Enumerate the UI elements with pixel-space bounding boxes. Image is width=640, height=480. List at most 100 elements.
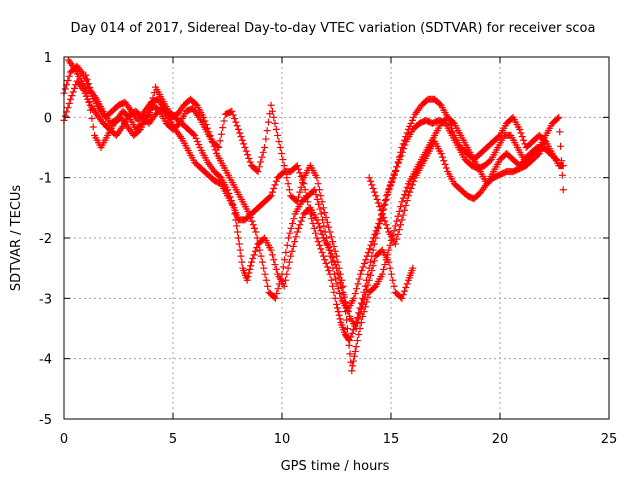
series-5 xyxy=(365,137,550,248)
data-point xyxy=(404,192,412,200)
data-point xyxy=(270,185,278,193)
data-point xyxy=(268,251,276,259)
data-point xyxy=(378,270,386,278)
data-point xyxy=(245,210,253,218)
data-point xyxy=(364,293,372,301)
data-point xyxy=(557,157,565,165)
data-point xyxy=(315,241,323,249)
data-point xyxy=(84,80,92,88)
data-point xyxy=(260,264,268,272)
data-point xyxy=(216,137,224,145)
data-point xyxy=(403,183,411,191)
data-point xyxy=(262,276,270,284)
series-2 xyxy=(60,62,417,332)
data-point xyxy=(370,257,378,265)
data-point xyxy=(267,192,275,200)
data-point xyxy=(397,221,405,229)
data-marks xyxy=(60,56,567,375)
data-point xyxy=(65,72,73,80)
data-point xyxy=(69,88,77,96)
data-point xyxy=(438,153,446,161)
data-point xyxy=(300,180,308,188)
data-point xyxy=(64,77,72,85)
data-point xyxy=(325,223,333,231)
data-point xyxy=(375,220,383,228)
data-point xyxy=(357,318,365,326)
data-point xyxy=(401,287,409,295)
data-point xyxy=(368,238,376,246)
data-point xyxy=(557,142,565,150)
data-point xyxy=(374,199,382,207)
data-point xyxy=(310,224,318,232)
data-point xyxy=(234,228,242,236)
data-point xyxy=(398,198,406,206)
data-point xyxy=(295,224,303,232)
data-point xyxy=(227,197,235,205)
data-point xyxy=(350,357,358,365)
data-point xyxy=(368,181,376,189)
data-point xyxy=(233,222,241,230)
data-point xyxy=(393,235,401,243)
data-point xyxy=(394,159,402,167)
data-point xyxy=(271,181,279,189)
data-point xyxy=(228,107,236,115)
data-point xyxy=(281,168,289,176)
data-point xyxy=(558,171,566,179)
data-point xyxy=(520,136,528,144)
data-point xyxy=(284,264,292,272)
data-point xyxy=(233,122,241,130)
data-point xyxy=(406,122,414,130)
data-point xyxy=(84,89,92,97)
data-point xyxy=(314,220,322,228)
data-point xyxy=(209,139,217,147)
data-point xyxy=(436,100,444,108)
data-point xyxy=(193,137,201,145)
data-point xyxy=(317,227,325,235)
data-point xyxy=(256,246,264,254)
data-point xyxy=(155,106,163,114)
data-point xyxy=(272,125,280,133)
data-point xyxy=(392,166,400,174)
data-point xyxy=(380,265,388,273)
data-point xyxy=(230,204,238,212)
data-point xyxy=(274,285,282,293)
data-point xyxy=(403,197,411,205)
data-point xyxy=(559,162,567,170)
data-point xyxy=(325,246,333,254)
data-point xyxy=(353,314,361,322)
data-point xyxy=(409,264,417,272)
data-point xyxy=(408,116,416,124)
data-point xyxy=(390,282,398,290)
data-point xyxy=(238,258,246,266)
data-point xyxy=(343,316,351,324)
data-point xyxy=(402,187,410,195)
data-point xyxy=(355,275,363,283)
data-point xyxy=(235,240,243,248)
x-axis-label: GPS time / hours xyxy=(281,459,390,474)
data-point xyxy=(410,177,418,185)
data-point xyxy=(314,180,322,188)
series-3 xyxy=(64,56,567,375)
data-point xyxy=(553,156,561,164)
data-point xyxy=(325,267,333,275)
data-point xyxy=(381,261,389,269)
data-point xyxy=(385,185,393,193)
data-point xyxy=(380,213,388,221)
data-point xyxy=(327,233,335,241)
data-point xyxy=(231,210,239,218)
data-point xyxy=(206,131,214,139)
data-point xyxy=(282,248,290,256)
data-point xyxy=(406,188,414,196)
data-point xyxy=(364,281,372,289)
data-point xyxy=(270,293,278,301)
data-point xyxy=(315,200,323,208)
data-point xyxy=(373,195,381,203)
data-point xyxy=(65,99,73,107)
data-point xyxy=(271,294,279,302)
data-point xyxy=(321,256,329,264)
data-point xyxy=(370,283,378,291)
data-point xyxy=(287,252,295,260)
data-point xyxy=(352,343,360,351)
data-point xyxy=(385,246,393,254)
